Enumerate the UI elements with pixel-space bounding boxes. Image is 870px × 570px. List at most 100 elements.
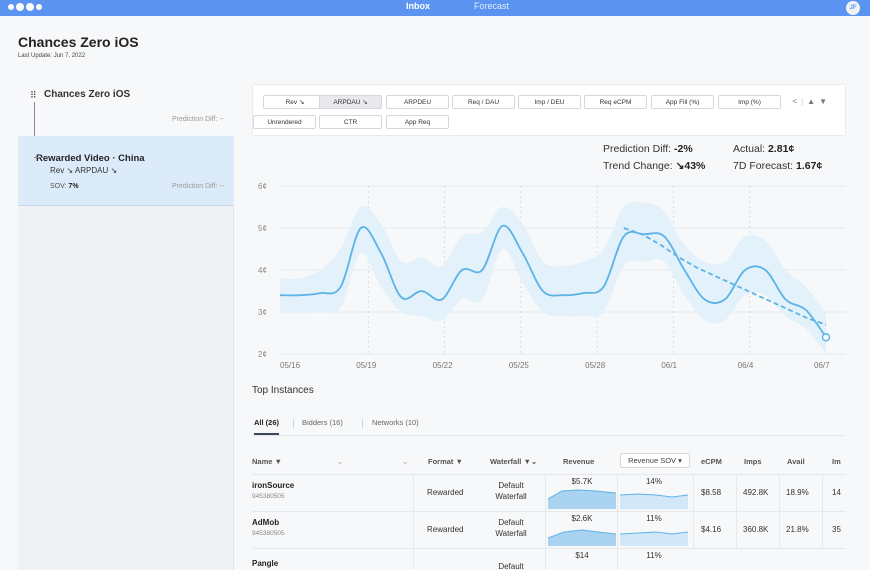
tree-child-item[interactable]: Rewarded Video · China Rev ↘ ARPDAU ↘ SO… <box>18 136 234 206</box>
col-waterfall[interactable]: Waterfall ▼⌄ <box>490 457 538 466</box>
sov-value: 11% <box>646 551 662 560</box>
root-prediction-diff: Prediction Diff: -- <box>172 116 224 123</box>
avail-value: 18.9% <box>786 488 809 497</box>
metric-button-req-dau[interactable]: Req / DAU <box>452 95 515 109</box>
filter-icon[interactable]: ▼ <box>455 457 463 466</box>
sov-sparkline <box>620 493 688 509</box>
x-tick-label: 06/7 <box>814 361 830 370</box>
x-tick-label: 06/1 <box>661 361 677 370</box>
col-revenue[interactable]: Revenue <box>563 457 595 466</box>
x-tick-label: 05/28 <box>585 361 606 370</box>
instance-waterfall: Default Waterfall <box>495 518 527 538</box>
revenue-value: $2.6K <box>571 514 593 523</box>
cell-divider <box>693 512 694 549</box>
trend-change-stat: Trend Change: ↘43% <box>603 160 706 172</box>
nav-tab-inbox[interactable]: Inbox <box>406 1 430 11</box>
avail-value: 21.8% <box>786 525 809 534</box>
tree-connector-branch <box>34 157 44 158</box>
thumbs-down-icon[interactable]: ▼ <box>819 97 831 106</box>
metric-button-rev[interactable]: Rev ↘ <box>263 95 327 109</box>
y-tick-label: 5¢ <box>258 224 267 233</box>
metric-button-app-req[interactable]: App Req <box>386 115 449 129</box>
instance-name[interactable]: ironSource <box>252 481 295 490</box>
drag-handle-icon[interactable]: ⠿ <box>30 90 37 100</box>
child-sov: SOV: 7% <box>50 183 79 190</box>
metric-button-imp-deu[interactable]: Imp / DEU <box>518 95 581 109</box>
table-header: Name ▼ ⌄ ⌄ Format ▼ Waterfall ▼⌄ Revenue… <box>252 450 846 474</box>
col-name[interactable]: Name ▼ <box>252 457 282 466</box>
tab-separator <box>362 419 363 428</box>
col-format[interactable]: Format ▼ <box>428 457 463 466</box>
x-tick-label: 06/4 <box>738 361 754 370</box>
last-data-point <box>821 332 831 342</box>
cell-divider <box>779 512 780 549</box>
app-logo[interactable] <box>8 3 42 11</box>
top-navbar: Inbox Forecast JF <box>0 0 870 16</box>
filter-icon[interactable]: ▼ <box>274 457 282 466</box>
instance-waterfall: Default <box>498 562 524 570</box>
cell-divider <box>545 512 546 549</box>
tab-all[interactable]: All (26) <box>254 418 280 435</box>
metric-button-app-fill[interactable]: App Fill (%) <box>651 95 714 109</box>
tab-networks[interactable]: Networks (10) <box>372 418 419 427</box>
prediction-diff-stat: Prediction Diff: -2% <box>603 143 693 155</box>
instance-name[interactable]: AdMob <box>252 518 280 527</box>
metric-button-unrendered[interactable]: Unrendered <box>253 115 316 129</box>
ecpm-value: $8.58 <box>701 488 722 497</box>
instance-format: Rewarded <box>427 488 464 497</box>
table-row[interactable]: Pangle Default $14 11% <box>252 548 846 570</box>
cell-divider <box>736 475 737 512</box>
confidence-band <box>280 201 826 354</box>
col-imps-extra[interactable]: Im <box>832 457 841 466</box>
col-imps[interactable]: Imps <box>744 457 762 466</box>
instances-table: Name ▼ ⌄ ⌄ Format ▼ Waterfall ▼⌄ Revenue… <box>252 450 846 570</box>
cell-divider <box>736 512 737 549</box>
col-chevron[interactable]: ⌄ <box>402 457 409 466</box>
cell-divider <box>545 549 546 570</box>
cell-divider <box>617 475 618 512</box>
revenue-value: $14 <box>575 551 589 560</box>
y-tick-label: 2¢ <box>258 350 267 359</box>
col-ecpm[interactable]: eCPM <box>701 457 722 466</box>
metric-button-ctr[interactable]: CTR <box>319 115 382 129</box>
thumbs-up-icon[interactable]: ▲ <box>807 97 820 106</box>
nav-tab-forecast[interactable]: Forecast <box>474 1 510 11</box>
feedback-icons: <|▲▼ <box>792 97 831 106</box>
series-line <box>279 224 827 338</box>
y-tick-label: 4¢ <box>258 266 267 275</box>
cell-divider <box>779 475 780 512</box>
metric-button-req-ecpm[interactable]: Req eCPM <box>584 95 647 109</box>
section-title: Top Instances <box>252 385 314 396</box>
instance-name[interactable]: Pangle <box>252 559 279 568</box>
tree-root-item[interactable]: ⠿ Chances Zero iOS Prediction Diff: -- <box>18 84 234 136</box>
cell-divider <box>545 475 546 512</box>
tree-root-label: Chances Zero iOS <box>44 89 131 100</box>
col-avail[interactable]: Avail <box>787 457 805 466</box>
revenue-sparkline <box>548 489 616 509</box>
sov-value: 14% <box>645 477 662 486</box>
y-tick-label: 3¢ <box>258 308 267 317</box>
imps-value: 492.8K <box>743 488 769 497</box>
ecpm-value: $4.16 <box>701 525 722 534</box>
forecast-chart: 2¢ 3¢ 4¢ 5¢ 6¢ 05/16 05/19 05/22 05/25 05/28 06/1 0… <box>258 182 846 370</box>
col-revenue-sov-dropdown[interactable]: Revenue SOV ▾ <box>620 453 690 468</box>
table-row[interactable]: AdMob 945380505 Rewarded Default Waterfa… <box>252 511 846 549</box>
metric-button-imp-pct[interactable]: Imp (%) <box>718 95 781 109</box>
instance-filter-tabs: All (26) Bidders (16) Networks (10) <box>252 416 844 436</box>
cell-divider <box>413 549 414 570</box>
cell-divider <box>617 549 618 570</box>
last-update-text: Last Update: Jun 7, 2022 <box>18 53 86 59</box>
filter-icon[interactable]: ▼⌄ <box>523 457 538 466</box>
instance-waterfall: Default Waterfall <box>495 481 527 501</box>
col-chevron[interactable]: ⌄ <box>337 457 344 466</box>
tab-separator <box>293 419 294 428</box>
metric-button-arpdeu[interactable]: ARPDEU <box>386 95 449 109</box>
table-row[interactable]: ironSource 945380505 Rewarded Default Wa… <box>252 474 846 512</box>
share-icon[interactable]: < <box>792 97 802 106</box>
cell-divider <box>822 475 823 512</box>
avatar[interactable]: JF <box>846 1 860 15</box>
x-tick-label: 05/16 <box>280 361 301 370</box>
tab-bidders[interactable]: Bidders (16) <box>302 418 343 427</box>
extra-value: 35 <box>832 525 841 534</box>
metric-button-arpdau[interactable]: ARPDAU ↘ <box>319 95 382 109</box>
